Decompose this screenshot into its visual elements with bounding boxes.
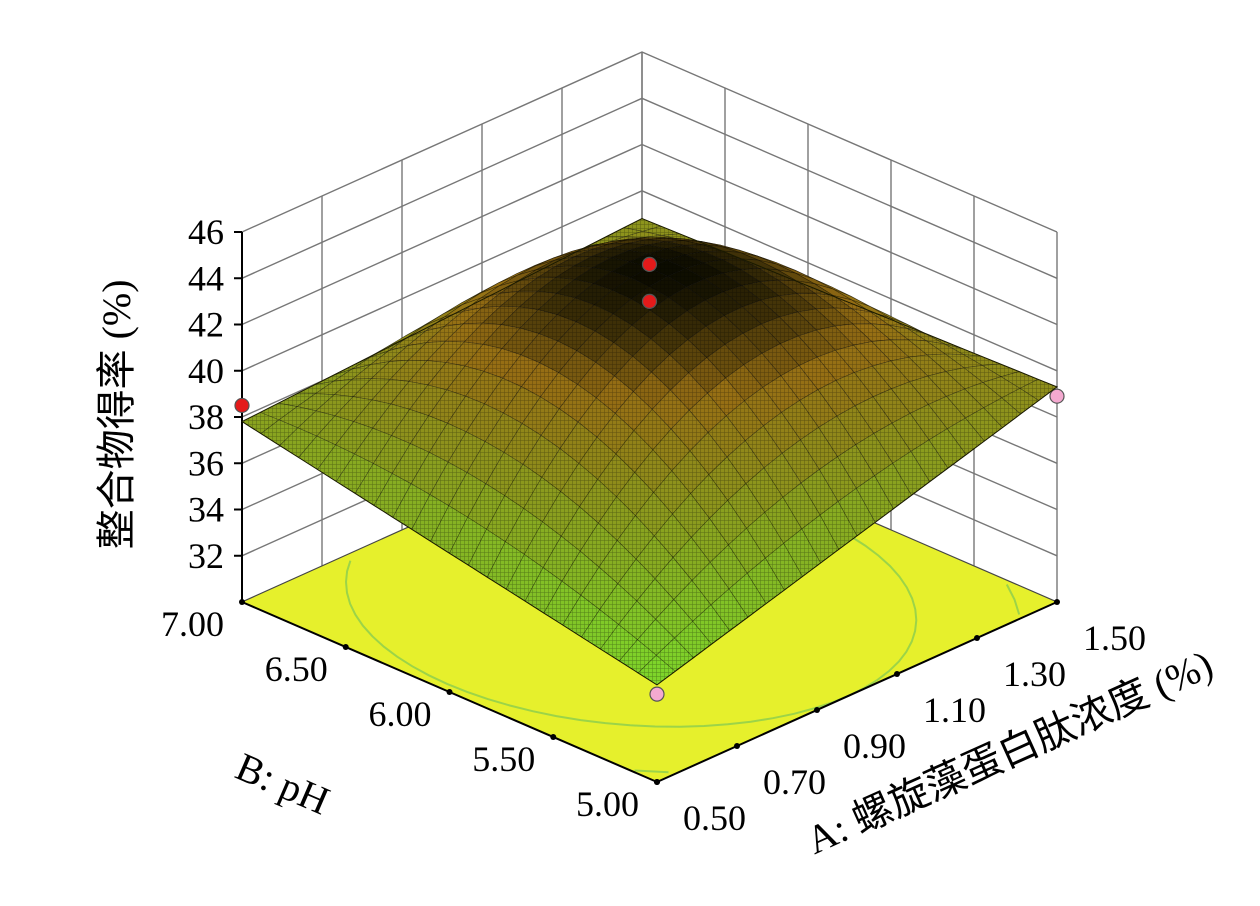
axes: 32 34 36 38 40 42 44 46 0.50 0.70 0.90 1.10 1.30 1.50…: [161, 212, 1146, 838]
surface-mesh: [240, 217, 1059, 686]
z-axis-title: 整合物得率 (%): [94, 279, 139, 549]
x-axis-line: [656, 601, 1058, 783]
surface-facet: [387, 325, 426, 347]
y-tick: [446, 689, 453, 695]
y-axis-title: B: pH: [230, 744, 337, 824]
floor-contour: [634, 769, 669, 774]
x-tick-label: 0.90: [843, 726, 906, 766]
design-point: [1049, 388, 1065, 404]
z-tick-label: 38: [188, 397, 224, 437]
design-point: [649, 686, 665, 702]
y-tick-label: 5.50: [472, 739, 535, 779]
wall-grid-line: [241, 143, 1058, 326]
x-tick-label: 1.30: [1003, 654, 1066, 694]
surface-facet: [461, 282, 499, 304]
wall-grid-line: [241, 190, 1058, 372]
x-tick: [1054, 599, 1060, 605]
surface-facet: [480, 274, 518, 294]
x-tick: [734, 743, 740, 749]
y-tick: [239, 599, 245, 605]
z-tick-label: 32: [188, 536, 224, 576]
response-surface: [240, 217, 1059, 686]
design-point: [641, 256, 658, 272]
design-point: [641, 293, 658, 309]
design-points-above: [234, 256, 658, 414]
x-tick-label: 0.70: [763, 762, 826, 802]
z-tick-label: 46: [188, 212, 224, 252]
z-tick-label: 36: [188, 443, 224, 483]
x-tick: [894, 671, 900, 677]
y-tick-label: 6.00: [369, 694, 432, 734]
x-tick-label: 1.50: [1083, 618, 1146, 658]
z-tick-label: 34: [188, 490, 224, 530]
z-tick-label: 40: [188, 351, 224, 391]
surface-facet: [720, 246, 758, 257]
x-tick: [974, 635, 980, 641]
y-tick-label: 5.00: [576, 784, 639, 824]
x-tick-label: 0.50: [683, 798, 746, 838]
surface-facet: [832, 288, 870, 307]
x-tick-label: 1.10: [923, 690, 986, 730]
floor-contour: [344, 517, 918, 728]
design-point: [234, 397, 250, 414]
wall-grid-line: [241, 51, 1058, 233]
y-tick-label: 7.00: [161, 604, 224, 644]
design-points-below: [649, 388, 1065, 702]
y-tick: [654, 779, 660, 785]
surface-facet: [443, 297, 482, 318]
surface-facet: [777, 269, 815, 284]
z-tick-label: 44: [188, 258, 224, 298]
y-tick: [342, 644, 349, 650]
wall-grid-line: [241, 97, 1058, 279]
floor-contour: [1005, 584, 1021, 615]
x-tick: [814, 707, 820, 713]
z-tick-label: 42: [188, 305, 224, 345]
y-tick: [550, 734, 557, 740]
y-tick-label: 6.50: [265, 649, 328, 689]
